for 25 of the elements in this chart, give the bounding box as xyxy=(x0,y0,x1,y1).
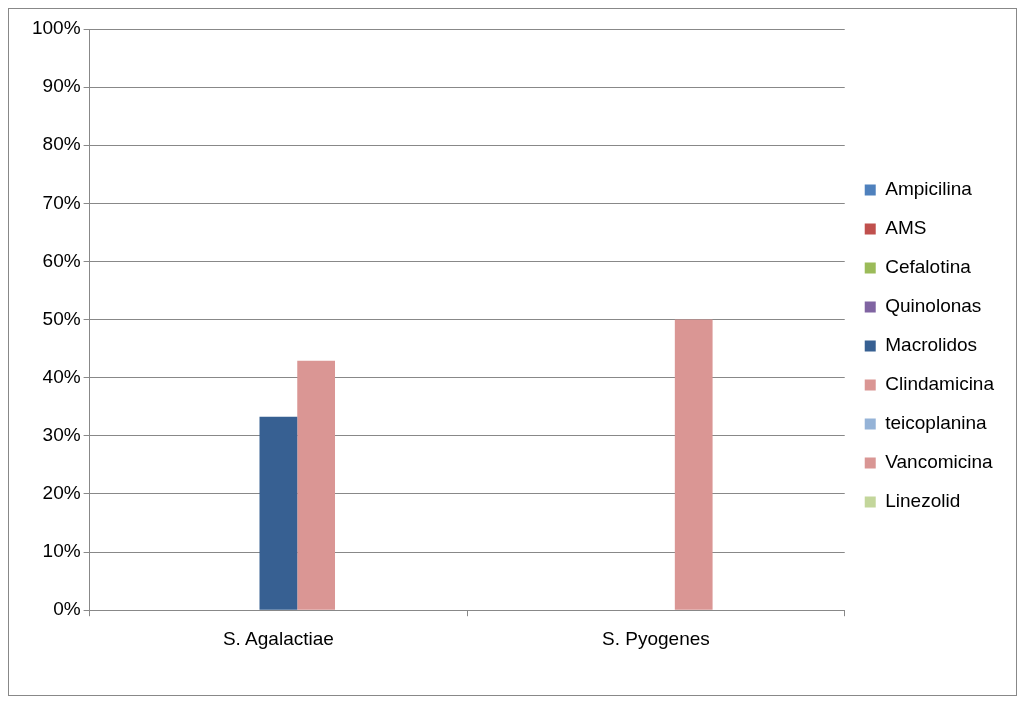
x-tick-label: S. Pyogenes xyxy=(602,627,710,649)
y-tick-label: 70% xyxy=(42,191,81,213)
bar xyxy=(674,319,713,610)
legend-label: Macrolidos xyxy=(885,334,978,356)
y-tick-label: 100% xyxy=(31,17,81,39)
y-tick-label: 0% xyxy=(53,598,81,620)
y-tick-label: 30% xyxy=(42,424,81,446)
legend-label: teicoplanina xyxy=(885,412,988,434)
y-tick-label: 90% xyxy=(42,75,81,97)
bar xyxy=(259,416,298,610)
y-tick-label: 50% xyxy=(42,307,81,329)
legend-label: Clindamicina xyxy=(885,373,995,395)
y-tick-label: 40% xyxy=(42,365,81,387)
x-tick-label: S. Agalactiae xyxy=(222,627,334,649)
legend-label: Ampicilina xyxy=(885,178,973,200)
y-tick-label: 60% xyxy=(42,249,81,271)
legend-label: Linezolid xyxy=(885,490,961,512)
y-tick-label: 20% xyxy=(42,482,81,504)
legend-label: Cefalotina xyxy=(885,256,972,278)
legend-label: Vancomicina xyxy=(885,451,994,473)
bar xyxy=(297,360,336,610)
legend-label: AMS xyxy=(885,217,927,239)
legend-label: Quinolonas xyxy=(885,295,982,317)
y-tick-label: 80% xyxy=(42,133,81,155)
y-tick-label: 10% xyxy=(42,540,81,562)
